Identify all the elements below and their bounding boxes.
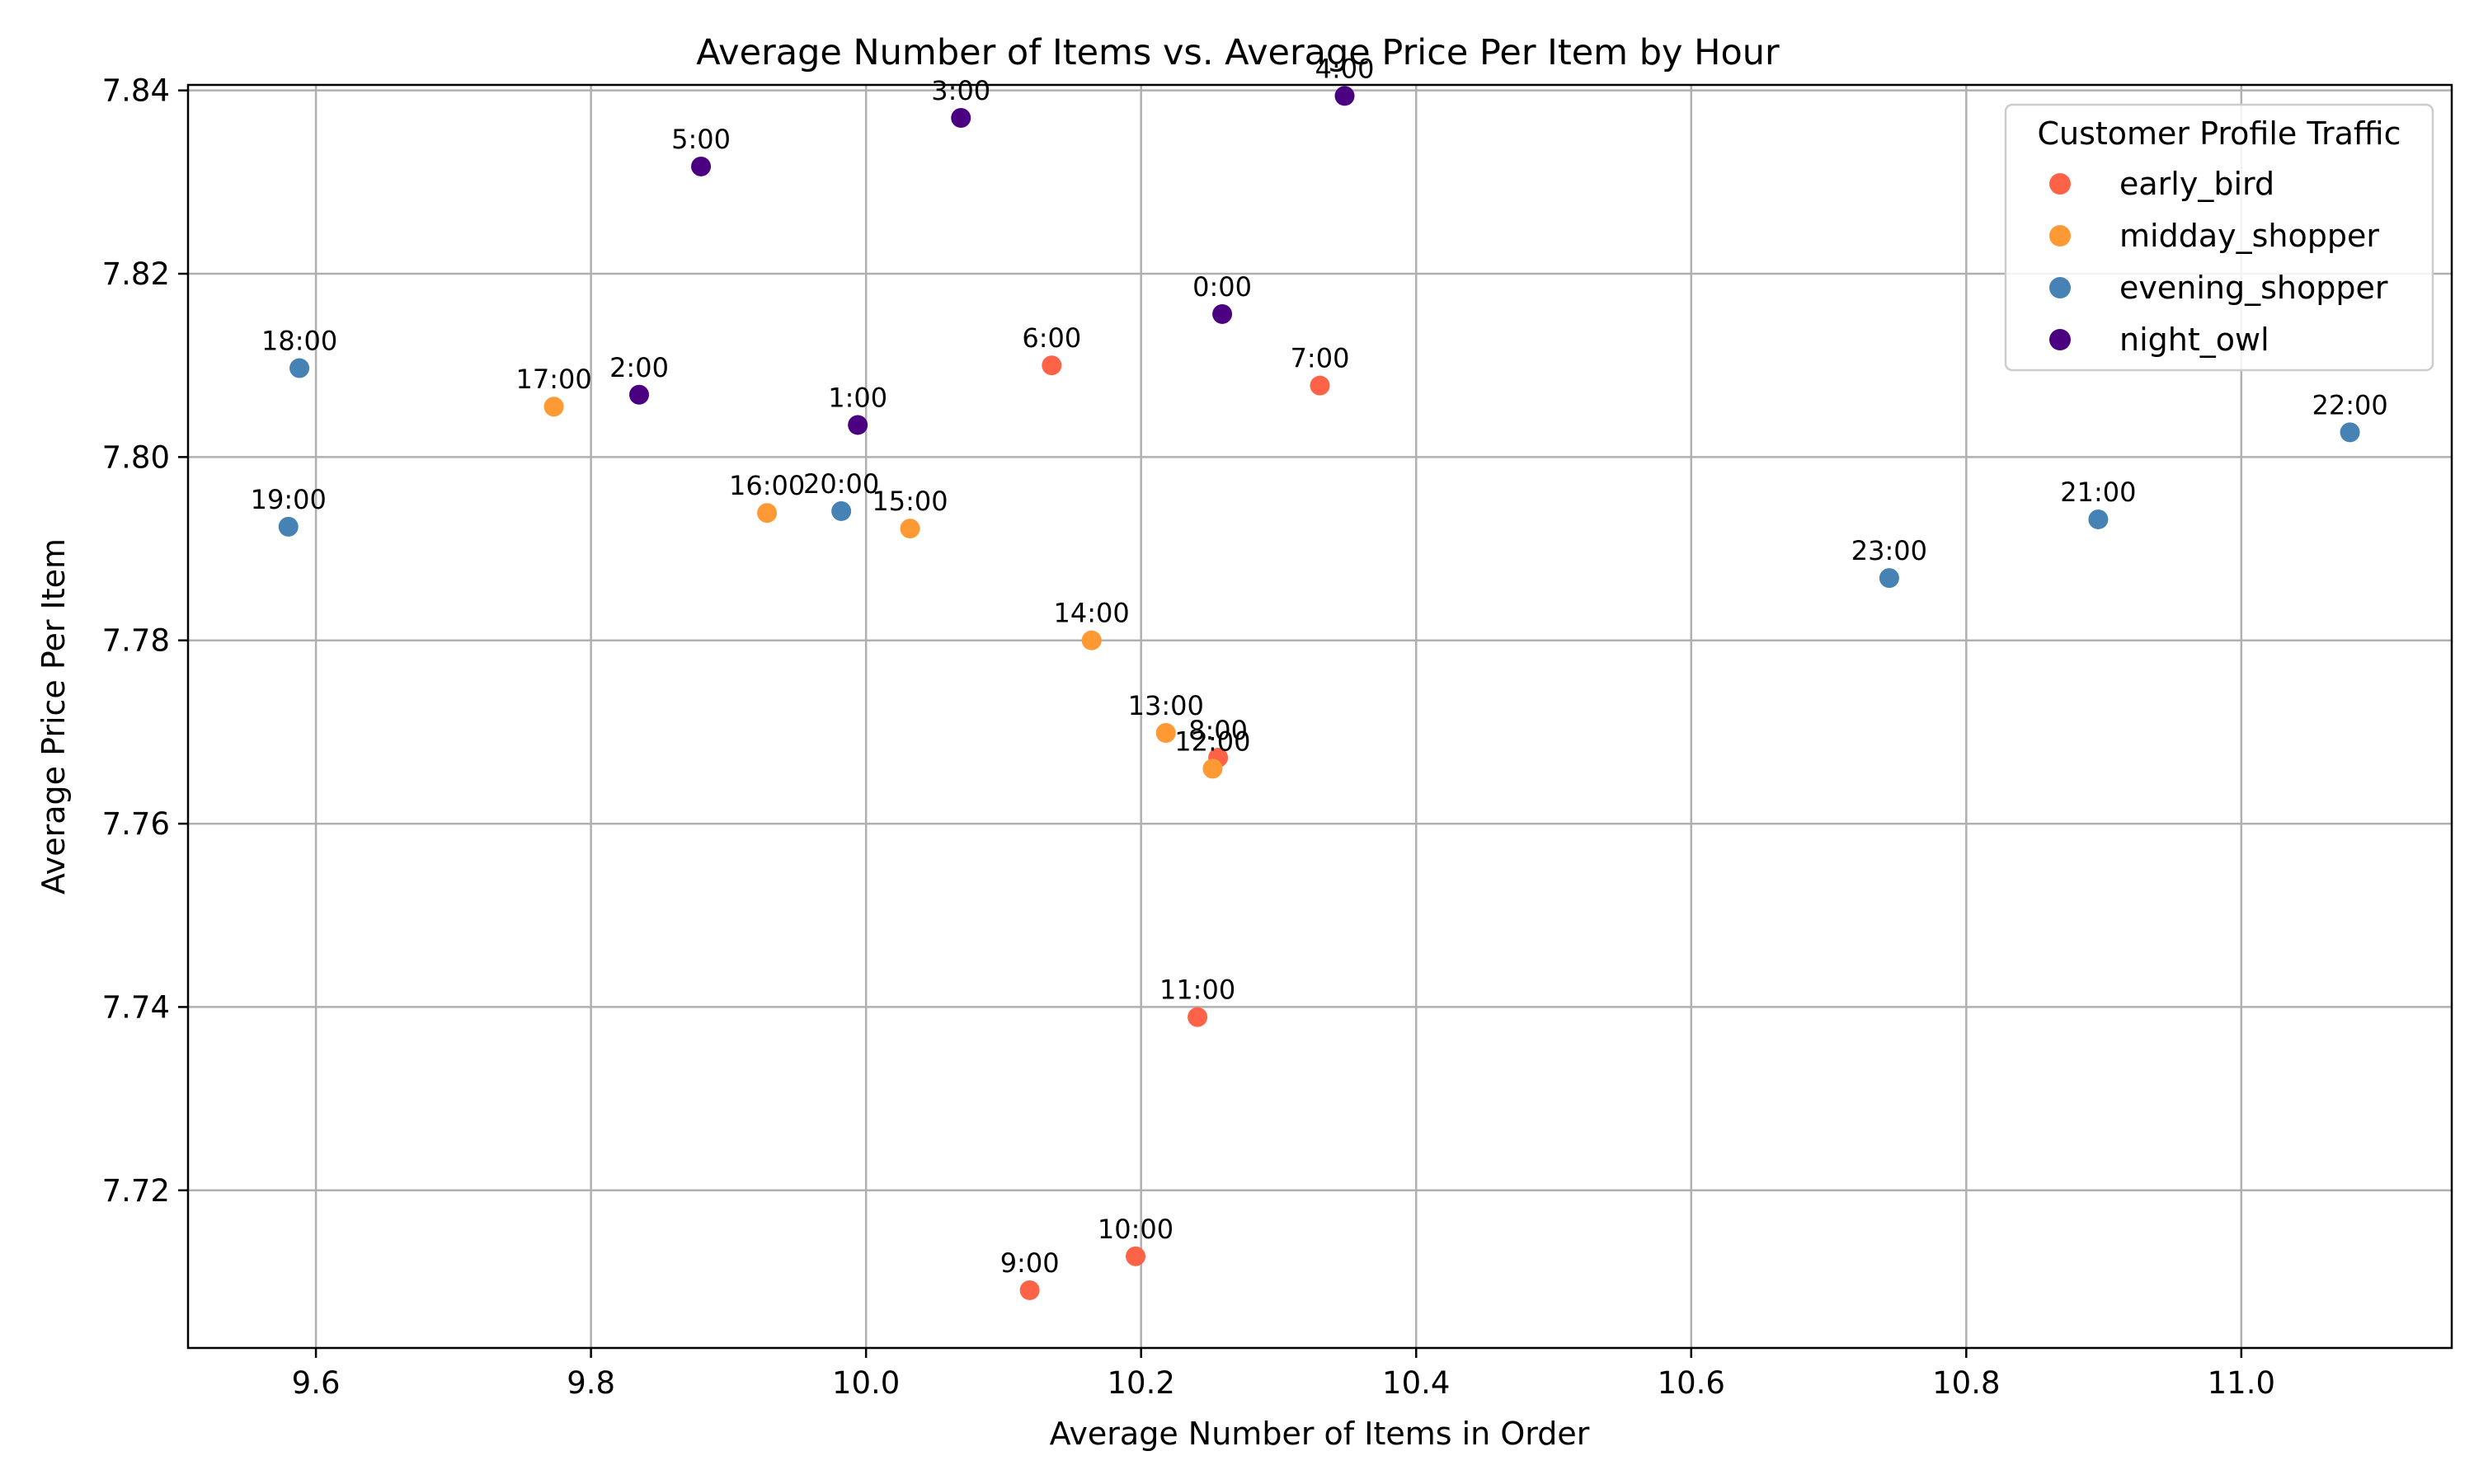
y-tick-label: 7.82 xyxy=(102,256,170,292)
data-point-evening_shopper xyxy=(1879,568,1899,589)
x-tick-label: 9.6 xyxy=(292,1365,341,1401)
legend-entry-night_owl: night_owl xyxy=(2119,322,2269,358)
data-label: 6:00 xyxy=(1022,322,1081,354)
data-point-night_owl xyxy=(1334,86,1355,106)
y-tick-label: 7.84 xyxy=(102,73,170,109)
legend-box xyxy=(2004,103,2434,372)
data-label: 2:00 xyxy=(609,352,669,383)
legend: Customer Profile Traffic early_birdmidda… xyxy=(2004,103,2434,372)
legend-title: Customer Profile Traffic xyxy=(2037,115,2401,152)
x-tick-label: 10.2 xyxy=(1108,1365,1175,1401)
data-point-early_bird xyxy=(1188,1007,1208,1027)
x-axis-label: Average Number of Items in Order xyxy=(1050,1416,1590,1452)
data-point-early_bird xyxy=(1126,1246,1146,1266)
x-tick-label: 10.8 xyxy=(1932,1365,2000,1401)
data-point-midday_shopper xyxy=(543,397,564,417)
data-label: 9:00 xyxy=(1000,1247,1060,1279)
x-tick-label: 9.8 xyxy=(567,1365,615,1401)
y-tick-label: 7.76 xyxy=(102,806,170,842)
chart-title: Average Number of Items vs. Average Pric… xyxy=(696,32,1780,73)
data-label: 12:00 xyxy=(1174,726,1250,757)
data-labels: 6:00 7:00 8:00 9:00 10:00 11:00 12:00 13:00 14:0… xyxy=(251,53,2388,1279)
y-tick-label: 7.74 xyxy=(102,989,170,1025)
data-point-evening_shopper xyxy=(278,516,299,537)
data-point-midday_shopper xyxy=(1202,758,1223,779)
y-tick-label: 7.72 xyxy=(102,1173,170,1209)
data-points xyxy=(278,86,2360,1300)
data-point-night_owl xyxy=(951,108,971,129)
data-label: 21:00 xyxy=(2060,477,2136,508)
data-label: 8:00 xyxy=(1188,715,1248,746)
legend-entry-evening_shopper: evening_shopper xyxy=(2119,270,2388,306)
data-label: 17:00 xyxy=(515,364,591,395)
data-point-midday_shopper xyxy=(900,519,920,539)
data-point-night_owl xyxy=(848,415,868,435)
data-point-early_bird xyxy=(1042,355,1062,376)
legend-marker-night_owl xyxy=(2049,329,2071,350)
axis-ticks: 9.6 9.8 10.0 10.2 10.4 10.6 10.8 11.0 7.72 7.74 7.… xyxy=(102,73,2275,1401)
data-point-midday_shopper xyxy=(757,503,778,524)
x-tick-label: 10.4 xyxy=(1382,1365,1450,1401)
data-label: 11:00 xyxy=(1159,974,1235,1006)
data-label: 1:00 xyxy=(828,382,887,413)
data-label: 7:00 xyxy=(1291,343,1350,374)
x-tick-label: 11.0 xyxy=(2208,1365,2275,1401)
data-point-early_bird xyxy=(1310,375,1330,396)
data-label: 18:00 xyxy=(261,326,337,357)
data-point-evening_shopper xyxy=(2340,422,2360,443)
data-point-night_owl xyxy=(628,384,649,405)
y-tick-label: 7.78 xyxy=(102,623,170,659)
data-label: 20:00 xyxy=(803,468,879,500)
data-label: 3:00 xyxy=(931,75,990,106)
data-label: 0:00 xyxy=(1192,271,1252,303)
y-axis-label: Average Price Per Item xyxy=(35,538,72,895)
data-point-evening_shopper xyxy=(2088,509,2109,529)
data-label: 19:00 xyxy=(251,484,327,515)
legend-entry-midday_shopper: midday_shopper xyxy=(2119,218,2379,254)
data-label: 5:00 xyxy=(671,124,731,155)
data-label: 15:00 xyxy=(872,486,948,517)
data-label: 23:00 xyxy=(1851,535,1927,566)
data-label: 22:00 xyxy=(2312,389,2387,420)
x-tick-label: 10.6 xyxy=(1658,1365,1725,1401)
data-point-midday_shopper xyxy=(1155,723,1176,744)
data-point-night_owl xyxy=(1212,303,1233,324)
data-point-early_bird xyxy=(1019,1280,1040,1300)
data-label: 14:00 xyxy=(1054,598,1130,629)
data-label: 13:00 xyxy=(1128,690,1204,721)
legend-marker-midday_shopper xyxy=(2049,225,2071,247)
data-point-evening_shopper xyxy=(831,500,852,521)
data-point-evening_shopper xyxy=(289,358,310,378)
plot-frame xyxy=(186,83,2453,1350)
data-point-midday_shopper xyxy=(1081,630,1102,650)
data-label: 10:00 xyxy=(1098,1214,1174,1245)
y-tick-label: 7.80 xyxy=(102,439,170,475)
data-label: 4:00 xyxy=(1315,53,1375,84)
legend-marker-early_bird xyxy=(2049,173,2071,195)
data-label: 16:00 xyxy=(729,470,805,501)
data-point-night_owl xyxy=(691,156,712,176)
x-tick-label: 10.0 xyxy=(832,1365,900,1401)
legend-marker-evening_shopper xyxy=(2049,277,2071,298)
legend-entry-early_bird: early_bird xyxy=(2119,166,2274,202)
